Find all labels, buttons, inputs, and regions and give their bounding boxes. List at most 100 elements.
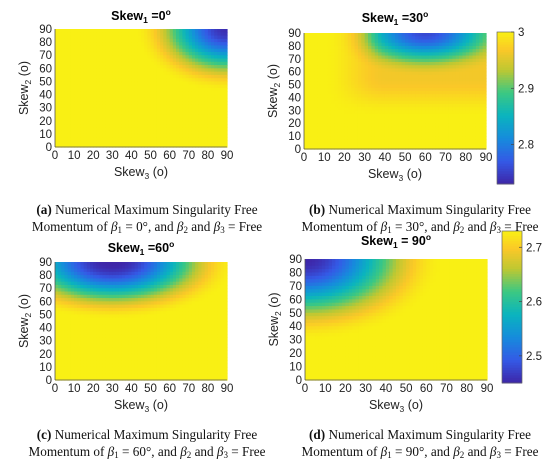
heatmap-cell [482,78,487,82]
heatmap-cell [361,78,366,82]
heatmap-cell [90,327,94,332]
heatmap-cell [172,137,177,142]
heatmap-cell [432,123,437,128]
heatmap-cell [131,137,136,142]
heatmap-cell [405,142,410,147]
heatmap-cell [472,58,477,63]
heatmap-cell [58,304,62,309]
heatmap-cell [86,55,91,60]
heatmap-cell [220,124,225,128]
heatmap-cell [99,81,104,86]
heatmap-cell [361,94,366,99]
heatmap-cell [191,48,196,53]
heatmap-cell [405,49,410,53]
heatmap-cell [204,38,209,43]
heatmap-cell [398,55,403,60]
heatmap-cell [99,376,104,381]
heatmap-cell [153,38,158,43]
heatmap-cell [214,91,219,96]
heatmap-cell [361,91,366,95]
heatmap-cell [472,68,477,73]
heatmap-cell [425,100,430,105]
heatmap-cell [330,126,335,131]
heatmap-cell [141,91,145,96]
heatmap-cell [364,68,369,73]
heatmap-cell [391,120,396,124]
heatmap-cell [125,366,129,371]
heatmap-cell [115,130,120,135]
heatmap-cell [67,42,72,46]
heatmap-cell [421,129,426,134]
heatmap-cell [109,353,113,358]
heatmap-cell [134,353,139,358]
heatmap-cell [121,130,126,135]
heatmap-cell [304,107,308,111]
heatmap-cell [207,130,212,135]
heatmap-cell [398,74,403,79]
heatmap-cell [341,126,346,131]
heatmap-cell [109,288,113,293]
heatmap-cell [109,291,113,296]
colorbar-segment [497,140,514,144]
heatmap-cell [334,87,339,92]
heatmap-cell [83,343,88,348]
heatmap-cell [125,262,129,266]
heatmap-cell [83,347,88,352]
heatmap-cell [304,94,308,99]
heatmap-cell [55,334,59,338]
heatmap-cell [96,133,101,138]
heatmap-cell [354,120,359,124]
heatmap-cell [153,51,158,56]
heatmap-cell [324,39,329,44]
heatmap-cell [131,133,136,138]
heatmap-cell [475,107,480,111]
heatmap-cell [83,311,88,316]
heatmap-cell [118,114,123,119]
heatmap-cell [438,120,443,124]
heatmap-cell [134,281,139,286]
heatmap-cell [61,78,66,83]
heatmap-cell [201,107,206,112]
heatmap-cell [320,120,325,124]
heatmap-cell [55,101,59,105]
heatmap-cell [469,94,474,99]
heatmap-cell [74,357,78,361]
heatmap-cell [368,33,373,37]
heatmap-cell [304,33,308,37]
heatmap-cell [428,33,433,37]
colorbar-segment [497,110,514,114]
heatmap-cell [90,324,94,329]
heatmap-cell [109,104,113,109]
heatmap-cell [217,124,222,128]
heatmap-cell [74,363,78,368]
heatmap-cell [214,120,219,125]
heatmap-cell [83,35,88,40]
heatmap-cell [307,145,312,150]
heatmap-cell [90,68,94,73]
heatmap-cell [310,145,315,150]
heatmap-cell [121,84,126,89]
heatmap-cell [105,74,110,79]
x-tick-label: 90 [221,150,234,162]
heatmap-cell [462,126,467,131]
heatmap-cell [128,298,133,302]
heatmap-cell [55,114,59,119]
heatmap-cell [70,51,75,56]
heatmap-cell [102,127,107,132]
heatmap-cell [469,110,474,115]
heatmap-cell [102,68,107,73]
heatmap-cell [61,314,66,319]
heatmap-cell [479,52,484,57]
heatmap-cell [112,114,117,119]
heatmap-cell [324,49,329,53]
heatmap-cell [55,337,59,342]
heatmap-cell [479,65,484,70]
heatmap-cell [64,120,69,125]
heatmap-cell [137,68,142,73]
heatmap-cell [191,35,196,40]
heatmap-cell [204,120,209,125]
heatmap-cell [86,291,91,296]
heatmap-cell [344,42,349,47]
heatmap-cell [153,130,158,135]
heatmap-cell [96,363,101,368]
